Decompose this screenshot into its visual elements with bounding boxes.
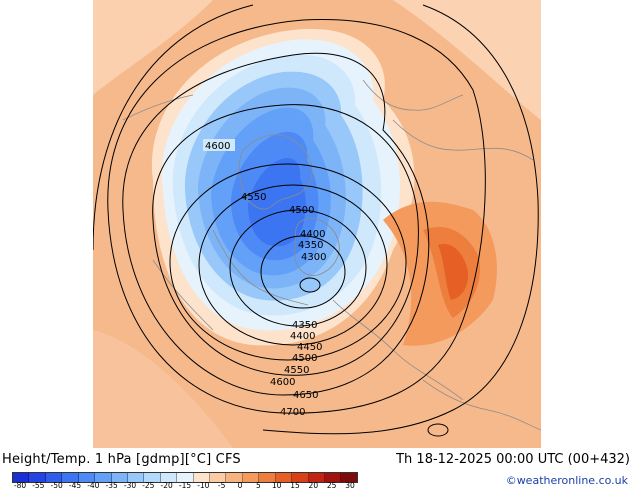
- legend-swatch: [193, 473, 211, 482]
- legend-tick-label: 20: [308, 481, 319, 490]
- legend-swatch: [292, 473, 309, 482]
- height-contours: [93, 4, 539, 437]
- contour-4300: [299, 277, 321, 293]
- weather-map: 4600 4550 4500 4400 4350 4300 4350 4400 …: [93, 0, 541, 448]
- contour-4700: [93, 4, 539, 435]
- color-legend-ticks: -80 -55 -50 -45 -40 -35 -30 -25 -20 -15 -10 -5 0 5 10 1…: [12, 482, 358, 491]
- shade-band: [393, 0, 541, 120]
- contour-label: 4550: [284, 365, 309, 376]
- contour-label: 4700: [280, 407, 305, 418]
- legend-swatch: [308, 473, 326, 482]
- label-bg: [203, 139, 235, 151]
- contour-4550: [152, 104, 419, 376]
- contour-4400: [229, 209, 367, 327]
- legend-tick-label: -10: [197, 481, 210, 490]
- legend-swatch: [78, 473, 96, 482]
- contour-label: 4600: [205, 141, 230, 152]
- map-title: Height/Temp. 1 hPa [gdmp][°C] CFS: [2, 452, 241, 467]
- warm-anomaly: [438, 244, 469, 300]
- contour-4450: [198, 184, 388, 346]
- contour-small-loop: [427, 423, 449, 437]
- contour-label: 4550: [241, 192, 266, 203]
- contour-4350: [260, 235, 346, 309]
- legend-swatch: [13, 473, 30, 482]
- legend-swatch: [144, 473, 161, 482]
- valid-time: Th 18-12-2025 00:00 UTC (00+432): [396, 452, 630, 467]
- legend-swatch: [160, 473, 178, 482]
- contour-label: 4400: [290, 331, 315, 342]
- legend-tick-label: -25: [142, 481, 155, 490]
- legend-tick-label: -30: [123, 481, 137, 490]
- contour-label: 4450: [297, 342, 322, 353]
- legend-swatch: [45, 473, 63, 482]
- legend-tick-label: -45: [68, 481, 82, 490]
- legend-swatch: [127, 473, 145, 482]
- legend-tick-label: -40: [87, 481, 100, 490]
- legend-tick-label: 0: [237, 481, 243, 490]
- legend-swatch: [259, 473, 276, 482]
- legend-tick-label: 15: [290, 481, 300, 490]
- contour-label: 4400: [300, 229, 325, 240]
- legend-tick-label: -50: [50, 481, 63, 490]
- legend-swatch: [325, 473, 342, 482]
- legend-tick-label: -80: [13, 481, 27, 490]
- legend-swatch: [95, 473, 112, 482]
- shade-band: [93, 0, 213, 95]
- legend-tick-label: -15: [178, 481, 192, 490]
- legend-tick-label: 10: [271, 481, 282, 490]
- legend-tick-label: 5: [255, 481, 261, 490]
- contour-label: 4500: [292, 353, 317, 364]
- contour-label: 4500: [289, 205, 314, 216]
- legend-tick-label: 25: [326, 481, 337, 490]
- legend-swatch: [210, 473, 227, 482]
- shade-band: [93, 330, 233, 448]
- legend-swatch: [341, 473, 357, 482]
- source-credit[interactable]: ©weatheronline.co.uk: [505, 474, 628, 487]
- contour-label: 4600: [270, 377, 295, 388]
- legend-swatch: [226, 473, 243, 482]
- legend-swatch: [62, 473, 79, 482]
- legend-swatch: [111, 473, 128, 482]
- legend-swatch: [29, 473, 46, 482]
- contour-4650: [107, 18, 486, 414]
- contour-label: 4350: [292, 320, 317, 331]
- legend-swatch: [177, 473, 194, 482]
- legend-tick-label: -20: [160, 481, 173, 490]
- contour-label: 4300: [301, 252, 326, 263]
- contour-4500: [169, 163, 407, 361]
- color-legend-bar: [12, 472, 358, 483]
- legend-tick-label: -35: [105, 481, 118, 490]
- legend-tick-label: 30: [345, 481, 355, 490]
- contour-label: 4350: [298, 240, 323, 251]
- legend-swatch: [275, 473, 293, 482]
- contour-label: 4650: [293, 390, 318, 401]
- map-canvas: 4600 4550 4500 4400 4350 4300 4350 4400 …: [93, 0, 541, 448]
- legend-swatch: [242, 473, 260, 482]
- legend-tick-label: -5: [217, 481, 226, 490]
- contour-labels: 4600 4550 4500 4400 4350 4300 4350 4400 …: [203, 139, 326, 418]
- legend-tick-label: -55: [32, 481, 45, 490]
- contour-4600: [122, 52, 430, 396]
